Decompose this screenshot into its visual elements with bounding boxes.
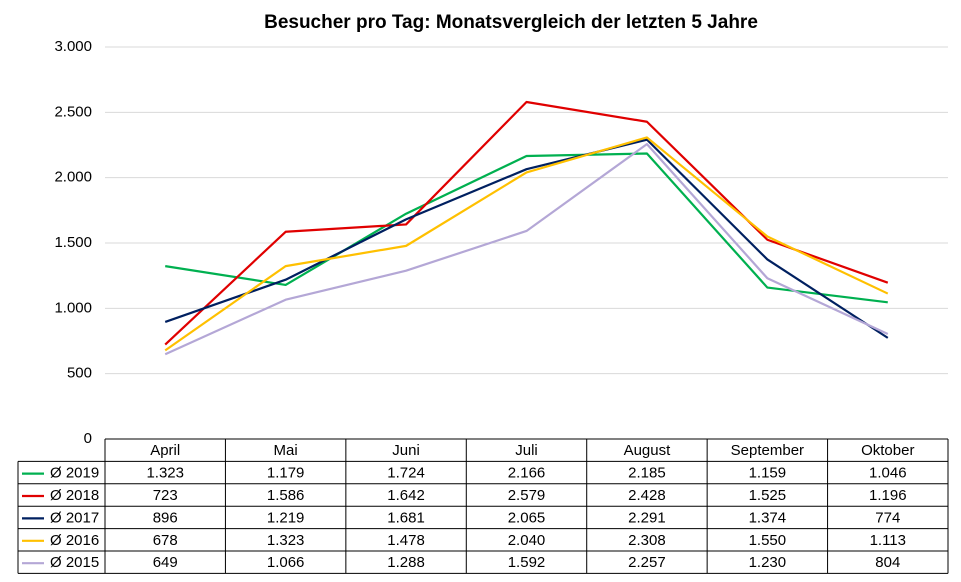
- chart-title: Besucher pro Tag: Monatsvergleich der le…: [264, 12, 758, 33]
- x-tick-label: Juni: [392, 442, 420, 459]
- legend-label: Ø 2018: [50, 487, 99, 504]
- series-line: [164, 136, 889, 352]
- table-cell: 1.374: [749, 509, 787, 526]
- table-cell: 1.219: [267, 509, 305, 526]
- table-cell: 1.288: [387, 554, 425, 571]
- table-cell: 1.159: [749, 465, 787, 482]
- table-cell: 2.040: [508, 532, 546, 549]
- x-tick-label: Juli: [515, 442, 538, 459]
- table-cell: 723: [153, 487, 178, 504]
- table-cell: 1.113: [870, 532, 906, 549]
- table-cell: 2.308: [628, 532, 666, 549]
- table-cell: 649: [153, 554, 178, 571]
- series-line: [164, 138, 889, 339]
- table-cell: 1.323: [146, 465, 184, 482]
- legend-label: Ø 2015: [50, 554, 99, 571]
- table-cell: 774: [875, 509, 900, 526]
- x-tick-label: April: [150, 442, 180, 459]
- table-cell: 2.257: [628, 554, 666, 571]
- table-cell: 1.323: [267, 532, 305, 549]
- table-cell: 1.642: [387, 487, 425, 504]
- table-cell: 1.230: [749, 554, 787, 571]
- table-cell: 804: [875, 554, 900, 571]
- table-cell: 2.166: [508, 465, 546, 482]
- y-tick-label: 500: [67, 365, 92, 382]
- legend-label: Ø 2016: [50, 532, 99, 549]
- table-cell: 1.196: [869, 487, 907, 504]
- y-tick-label: 1.000: [54, 299, 92, 316]
- table-cell: 1.724: [387, 465, 425, 482]
- legend-label: Ø 2019: [50, 465, 99, 482]
- legend-label: Ø 2017: [50, 509, 99, 526]
- table-cell: 1.592: [508, 554, 546, 571]
- series-line: [165, 152, 888, 304]
- x-tick-label: August: [624, 442, 672, 459]
- table-cell: 1.066: [267, 554, 305, 571]
- table-cell: 1.681: [387, 509, 425, 526]
- table-cell: 1.179: [267, 465, 305, 482]
- y-tick-label: 0: [84, 430, 92, 447]
- table-cell: 2.065: [508, 509, 546, 526]
- table-cell: 2.579: [508, 487, 546, 504]
- table-cell: 1.478: [387, 532, 425, 549]
- x-tick-label: Mai: [274, 442, 298, 459]
- y-tick-label: 2.500: [54, 103, 92, 120]
- table-cell: 2.291: [628, 509, 666, 526]
- table-cell: 2.428: [628, 487, 666, 504]
- table-cell: 1.550: [749, 532, 787, 549]
- series-line: [164, 100, 889, 346]
- table-cell: 1.586: [267, 487, 305, 504]
- y-tick-label: 1.500: [54, 234, 92, 251]
- y-tick-label: 3.000: [54, 38, 92, 55]
- table-cell: 2.185: [628, 465, 666, 482]
- table-cell: 896: [153, 509, 178, 526]
- x-tick-label: Oktober: [861, 442, 914, 459]
- series-line: [164, 142, 889, 356]
- table-cell: 678: [153, 532, 178, 549]
- table-cell: 1.525: [749, 487, 787, 504]
- y-tick-label: 2.000: [54, 169, 92, 186]
- x-tick-label: September: [731, 442, 804, 459]
- table-cell: 1.046: [869, 465, 907, 482]
